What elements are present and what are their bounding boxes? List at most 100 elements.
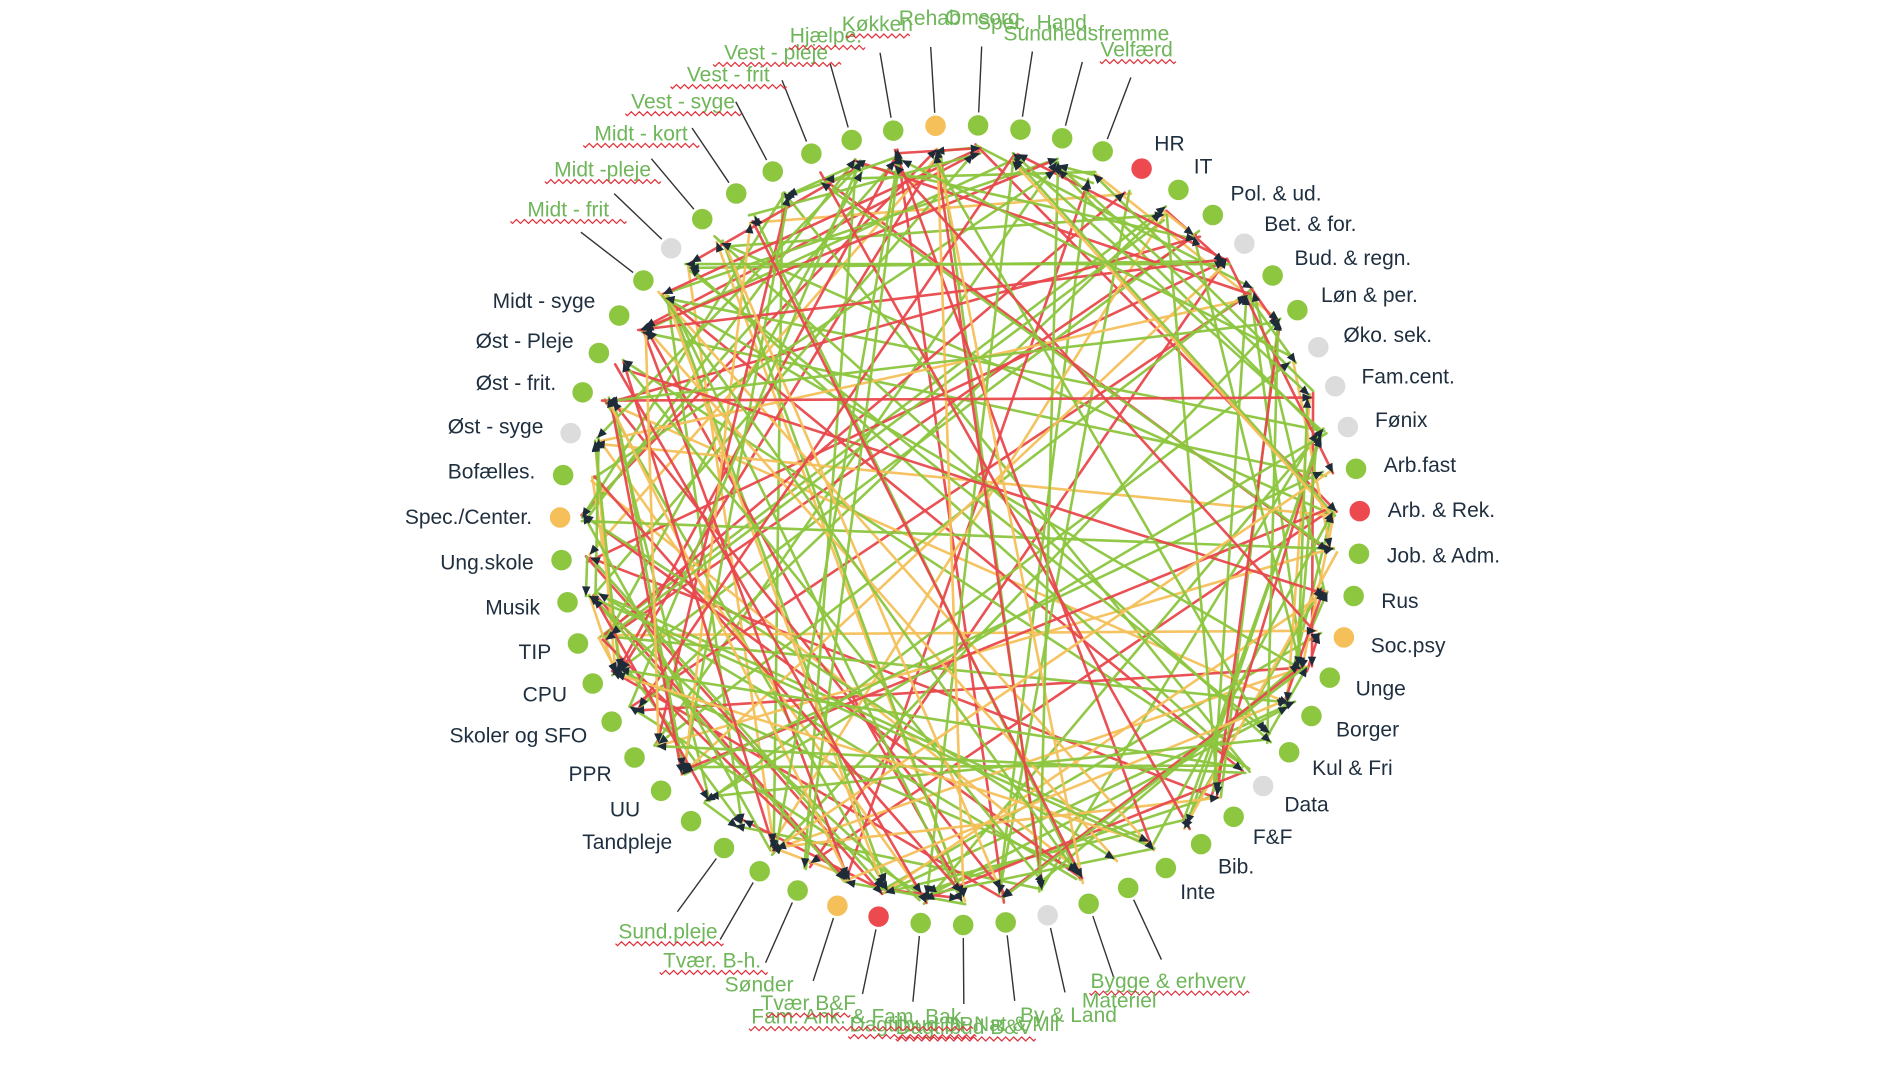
edge-green [1011,151,1323,432]
edge-arrowhead [1277,706,1289,715]
node-label: Løn & per. [1321,284,1418,307]
node-label: Vest - syge [631,91,735,114]
leader-line [1021,51,1034,117]
edge-red [893,163,1312,628]
edge-arrowhead [607,396,618,405]
edge-arrowhead [1104,850,1115,860]
edge-green [655,744,1247,775]
edge-green [607,170,864,636]
edge-arrowhead [656,742,667,751]
node-label: CPU [523,684,567,707]
edge-arrowhead [647,330,658,340]
node-label: Køkken [842,13,913,36]
node-label: Musik [485,597,540,620]
node-label: Midt - kort [594,122,688,145]
node-borger [1299,704,1324,728]
node-midt-syge [607,303,631,328]
node-label: HR [1154,133,1184,156]
node-materiel [1076,891,1101,916]
node-tandpleje [679,809,703,833]
edge-arrowhead [963,154,974,165]
node-vest-frit [760,159,785,184]
node-by-land [1035,903,1060,928]
edge-green [682,191,791,774]
edge-yellow [656,546,1336,748]
edge-red [1284,589,1325,700]
edge-arrowhead [1306,626,1317,636]
edge-green [621,358,1251,771]
edge-arrowhead [1324,537,1333,548]
edge-arrowhead [1324,544,1334,553]
leader-line [1006,935,1016,1001]
edge-arrowhead [824,174,835,184]
edge-arrowhead [875,876,884,887]
edge-arrowhead [1155,206,1166,216]
edge-arrowhead [582,507,591,518]
node-label: F&F [1253,826,1293,849]
node-dagtilbud-dp [908,911,933,935]
node-øst-frit [570,380,595,405]
edge-red [600,396,1314,402]
edge-arrowhead [1012,160,1022,171]
edge-arrowhead [1324,511,1333,523]
edge-arrowhead [901,160,913,169]
edge-green [628,159,862,709]
node-spec-center [548,505,572,530]
edge-arrowhead [597,428,607,438]
node-label: Dagtilbud DP [849,1014,973,1037]
node-label: Midt - syge [493,290,596,313]
node-label: Borger [1336,718,1399,741]
edge-green [592,152,975,597]
edge-arrowhead [1058,163,1069,173]
edge-arrowhead [1302,398,1312,408]
node-hjælpe [839,128,864,152]
leader-line [1049,927,1066,993]
edge-arrowhead [615,672,626,681]
edge-arrowhead [1242,279,1253,289]
node-label: Rus [1381,590,1418,613]
edge-arrowhead [771,842,783,852]
edge-red [1000,663,1305,899]
edge-green [844,880,967,906]
edge-green [597,592,1078,881]
node-label: Sønder [725,973,794,996]
node-sund-pleje [712,836,736,860]
edge-arrowhead [933,153,942,164]
edge-arrowhead [619,667,630,676]
edge-arrowhead [622,362,631,373]
node-uu [649,779,673,803]
node-label: Vest - frit [687,64,770,87]
edge-arrowhead [727,818,738,828]
leader-line [912,935,921,1002]
edge-arrowhead [959,887,968,898]
edge-arrowhead [1283,691,1293,702]
edge-arrowhead [662,286,674,295]
edge-yellow [772,796,1221,850]
edge-green [663,296,1326,433]
edge-green [660,294,1080,877]
edge-arrowhead [1044,170,1056,180]
node-sønder [785,878,810,903]
edge-arrowhead [918,892,927,903]
edge-arrowhead [841,870,850,881]
spellcheck-underline [748,1025,974,1032]
edge-yellow [613,672,1154,846]
node-label: Arb.fast [1384,454,1457,477]
node-bygge-erhverv [1116,876,1140,900]
edge-arrowhead [810,854,821,864]
edge-yellow [590,479,1081,873]
edge-arrowhead [1151,212,1162,223]
edge-arrowhead [1058,169,1068,180]
edge-arrowhead [1192,236,1201,247]
node-rehab [923,113,948,138]
node-midt-kort [690,207,715,231]
edge-arrowhead [664,295,676,305]
node-tvær-b-h [747,859,772,883]
edge-arrowhead [721,242,732,251]
edge-red [853,159,1251,296]
leader-line [962,937,965,1004]
node-ung-skole [549,548,574,572]
edge-arrowhead [992,879,1001,890]
node-løn-per [1285,298,1310,322]
